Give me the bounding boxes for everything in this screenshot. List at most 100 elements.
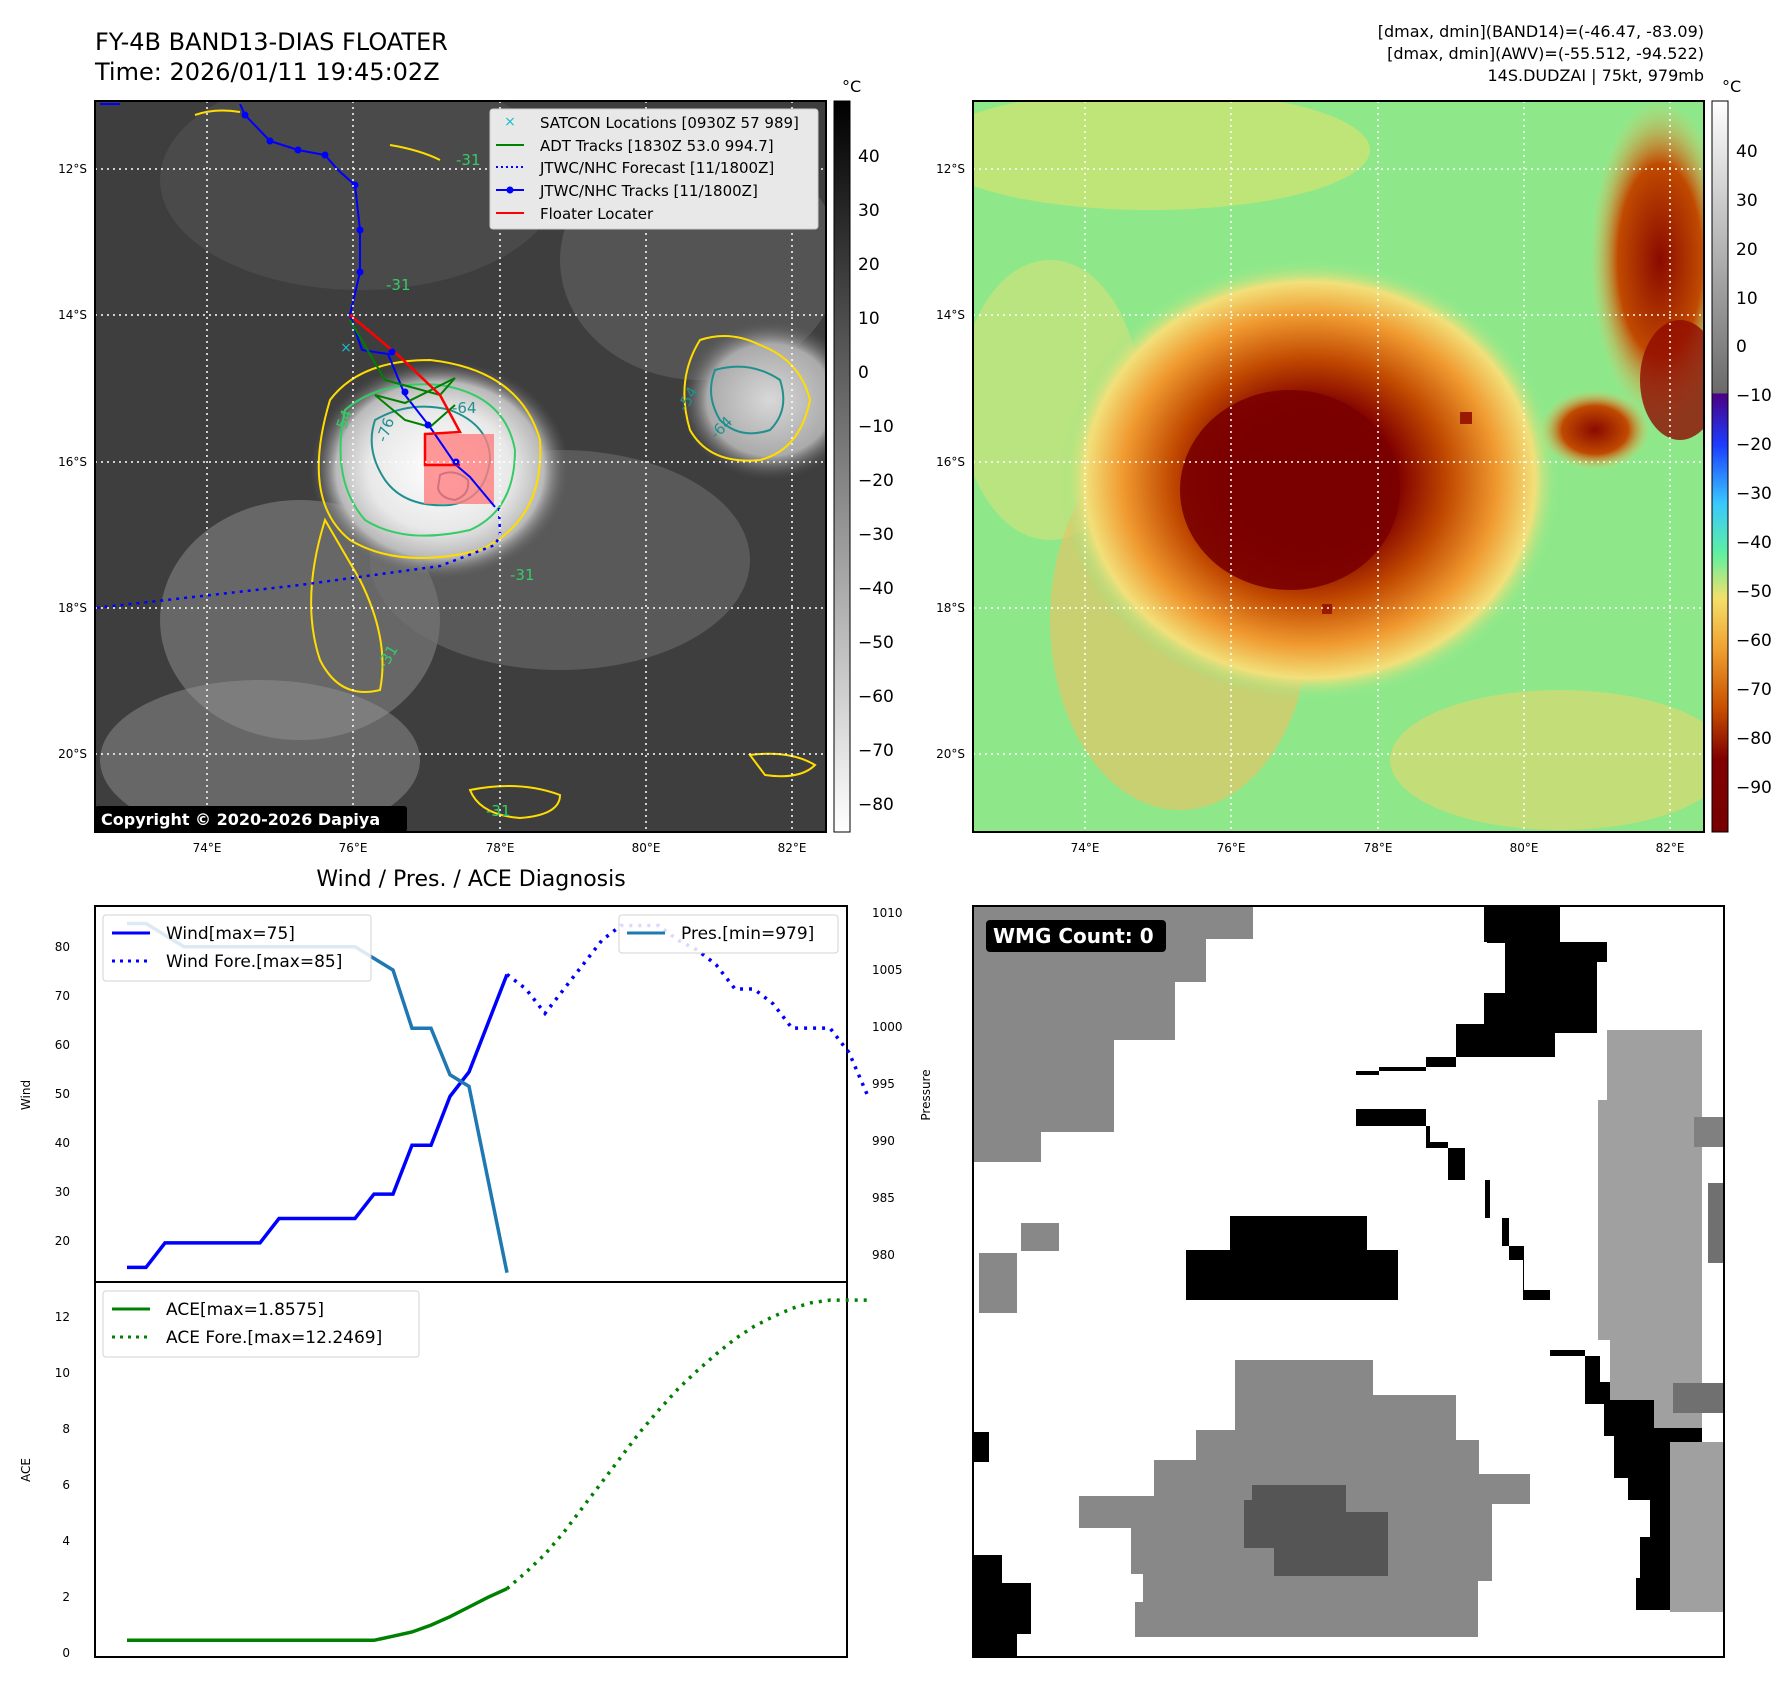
lon-label: 80°E bbox=[632, 841, 661, 855]
wind-tick: 20 bbox=[55, 1234, 70, 1248]
colorbar-tick: −10 bbox=[858, 417, 894, 437]
colorbar-tick: 30 bbox=[1736, 191, 1758, 211]
ace-axis-label: ACE bbox=[19, 1458, 33, 1482]
legend-wind: Wind[max=75] bbox=[166, 924, 295, 944]
legend-forecast: JTWC/NHC Forecast [11/1800Z] bbox=[539, 159, 774, 177]
satcon-legend-icon: × bbox=[504, 114, 516, 130]
legend-satcon: SATCON Locations [0930Z 57 989] bbox=[540, 114, 799, 132]
wind-tick: 50 bbox=[55, 1087, 70, 1101]
diagnosis-title: Wind / Pres. / ACE Diagnosis bbox=[316, 867, 625, 892]
lon-label: 76°E bbox=[1217, 841, 1246, 855]
ace-tick: 0 bbox=[62, 1646, 70, 1660]
pressure-tick: 990 bbox=[872, 1134, 895, 1148]
legend-adt: ADT Tracks [1830Z 53.0 994.7] bbox=[540, 137, 774, 155]
legend-wind-fore: Wind Fore.[max=85] bbox=[166, 952, 342, 972]
colorbar-tick: −40 bbox=[1736, 533, 1772, 553]
ace-tick: 12 bbox=[55, 1310, 70, 1324]
wind-axis-label: Wind bbox=[19, 1080, 33, 1110]
lon-label: 80°E bbox=[1510, 841, 1539, 855]
pressure-tick: 985 bbox=[872, 1191, 895, 1205]
colorbar-tick: −60 bbox=[858, 687, 894, 707]
pressure-axis-label: Pressure bbox=[919, 1069, 933, 1120]
satcon-marker: × bbox=[340, 340, 352, 356]
colorbar-tick: −80 bbox=[1736, 729, 1772, 749]
wind-line bbox=[127, 973, 509, 1270]
ir-colorbar: °C 40 30 20 10 0 −10 −20 −30 −40 −50 −60… bbox=[833, 77, 894, 833]
info-band14: [dmax, dmin](BAND14)=(-46.47, -83.09) bbox=[1378, 22, 1704, 41]
pressure-legend: Pres.[min=979] bbox=[618, 914, 839, 954]
wmg-black-blob bbox=[1186, 1216, 1398, 1300]
ir-map: -64 -76 -54 -31 -31 -31 -54 -64 -31 -31 … bbox=[58, 100, 827, 855]
colorbar-tick: −10 bbox=[1736, 386, 1772, 406]
colorbar-tick: −30 bbox=[1736, 484, 1772, 504]
wind-tick: 80 bbox=[55, 940, 70, 954]
info-awv: [dmax, dmin](AWV)=(-55.512, -94.522) bbox=[1387, 44, 1704, 63]
legend-tracks: JTWC/NHC Tracks [11/1800Z] bbox=[539, 182, 758, 200]
colorbar-tick: −20 bbox=[858, 471, 894, 491]
legend-ace: ACE[max=1.8575] bbox=[166, 1300, 324, 1320]
ace-legend: ACE[max=1.8575] ACE Fore.[max=12.2469] bbox=[102, 1290, 420, 1358]
info-storm: 14S.DUDZAI | 75kt, 979mb bbox=[1488, 66, 1705, 85]
colorbar-tick: −60 bbox=[1736, 631, 1772, 651]
contour-label: -31 bbox=[386, 276, 411, 294]
floater-track bbox=[349, 314, 463, 467]
colorbar-tick: 40 bbox=[858, 147, 880, 167]
pressure-tick: 1010 bbox=[872, 906, 903, 920]
colorbar-tick: 10 bbox=[1736, 289, 1758, 309]
pressure-tick: 995 bbox=[872, 1077, 895, 1091]
colorbar-tick: 30 bbox=[858, 201, 880, 221]
lat-label: 14°S bbox=[936, 308, 965, 322]
colorbar-tick: −20 bbox=[1736, 435, 1772, 455]
jtwc-forecast bbox=[95, 507, 502, 610]
colorbar-tick: 0 bbox=[858, 363, 869, 383]
awv-colorbar: °C 40 30 20 10 0 −10 −20 −30 −40 −50 −60… bbox=[1711, 77, 1772, 833]
colorbar-tick: 0 bbox=[1736, 337, 1747, 357]
colorbar-tick: 20 bbox=[858, 255, 880, 275]
adt-track bbox=[349, 319, 456, 429]
legend-floater: Floater Locater bbox=[540, 205, 654, 223]
contour-label: -31 bbox=[456, 151, 481, 169]
wind-tick: 40 bbox=[55, 1136, 70, 1150]
colorbar-tick: −80 bbox=[858, 795, 894, 815]
colorbar-tick: −50 bbox=[1736, 582, 1772, 602]
lat-label: 16°S bbox=[58, 455, 87, 469]
awv-map: 12°S 14°S 16°S 18°S 20°S 74°E 76°E 78°E … bbox=[936, 100, 1705, 855]
pressure-tick: 980 bbox=[872, 1248, 895, 1262]
figure-title: FY-4B BAND13-DIAS FLOATER bbox=[95, 28, 448, 56]
ace-chart: ACE 12 10 8 6 4 2 0 ACE[max=1.8575] ACE … bbox=[19, 1281, 868, 1660]
lon-label: 76°E bbox=[339, 841, 368, 855]
lon-label: 74°E bbox=[1071, 841, 1100, 855]
legend-ace-fore: ACE Fore.[max=12.2469] bbox=[166, 1328, 382, 1348]
contour-label: -64 bbox=[452, 399, 477, 417]
colorbar-tick: 20 bbox=[1736, 240, 1758, 260]
map-legend: × SATCON Locations [0930Z 57 989] ADT Tr… bbox=[489, 108, 819, 230]
figure-time: Time: 2026/01/11 19:45:02Z bbox=[94, 58, 440, 86]
pressure-tick: 1000 bbox=[872, 1020, 903, 1034]
lat-label: 18°S bbox=[58, 601, 87, 615]
wind-tick: 70 bbox=[55, 989, 70, 1003]
awv-gridlines bbox=[973, 101, 1704, 832]
lat-label: 20°S bbox=[58, 747, 87, 761]
lat-label: 12°S bbox=[936, 162, 965, 176]
colorbar-unit: °C bbox=[1722, 77, 1741, 96]
lon-label: 82°E bbox=[778, 841, 807, 855]
copyright-text: Copyright © 2020-2026 Dapiya bbox=[101, 810, 380, 829]
lat-label: 12°S bbox=[58, 162, 87, 176]
lon-label: 74°E bbox=[193, 841, 222, 855]
ace-tick: 6 bbox=[62, 1478, 70, 1492]
lon-label: 78°E bbox=[486, 841, 515, 855]
contour-label: -31 bbox=[486, 802, 511, 820]
eastern-cloud-ir bbox=[680, 320, 826, 480]
ace-tick: 8 bbox=[62, 1422, 70, 1436]
lon-label: 82°E bbox=[1656, 841, 1685, 855]
wind-tick: 30 bbox=[55, 1185, 70, 1199]
contour-label: -31 bbox=[510, 566, 535, 584]
wmg-count-label: WMG Count: 0 bbox=[993, 924, 1154, 948]
lat-label: 20°S bbox=[936, 747, 965, 761]
legend-pressure: Pres.[min=979] bbox=[681, 924, 814, 944]
pressure-tick: 1005 bbox=[872, 963, 903, 977]
colorbar-unit: °C bbox=[842, 77, 861, 96]
wind-pressure-chart: Wind Pressure 80 70 60 50 40 30 20 1010 … bbox=[19, 905, 933, 1283]
colorbar-tick: −50 bbox=[858, 633, 894, 653]
